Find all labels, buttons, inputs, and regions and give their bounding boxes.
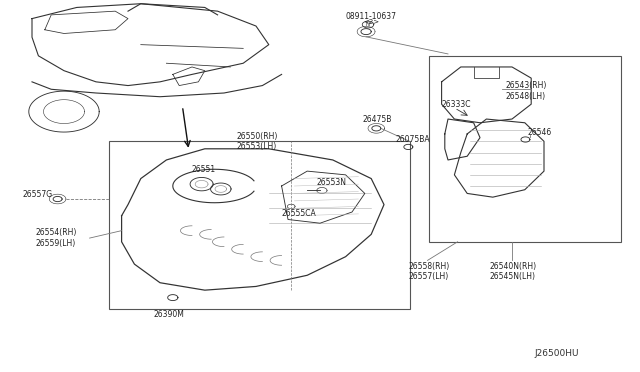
Text: 26540N(RH)
26545N(LH): 26540N(RH) 26545N(LH): [490, 262, 537, 281]
Bar: [109, 141, 410, 309]
Text: 26543(RH)
26548(LH): 26543(RH) 26548(LH): [506, 81, 547, 101]
Text: 26558(RH)
26557(LH): 26558(RH) 26557(LH): [408, 262, 449, 281]
Text: 26390M: 26390M: [154, 310, 184, 319]
Text: 08911-10637: 08911-10637: [346, 12, 397, 21]
Text: 26546: 26546: [528, 128, 552, 137]
Text: 26554(RH)
26559(LH): 26554(RH) 26559(LH): [35, 228, 77, 248]
Text: J26500HU: J26500HU: [534, 349, 579, 358]
Text: 26550(RH)
26553(LH): 26550(RH) 26553(LH): [237, 132, 278, 151]
Text: 26553N: 26553N: [317, 178, 347, 187]
Text: 26475B: 26475B: [363, 115, 392, 124]
Text: 26551: 26551: [192, 165, 216, 174]
Bar: [429, 56, 621, 242]
Text: 26333C: 26333C: [442, 100, 471, 109]
Text: 26557G: 26557G: [22, 190, 52, 199]
Text: N: N: [366, 22, 370, 27]
Text: 26555CA: 26555CA: [282, 209, 316, 218]
Text: <2>: <2>: [363, 19, 379, 25]
Text: 26075BA: 26075BA: [396, 135, 430, 144]
